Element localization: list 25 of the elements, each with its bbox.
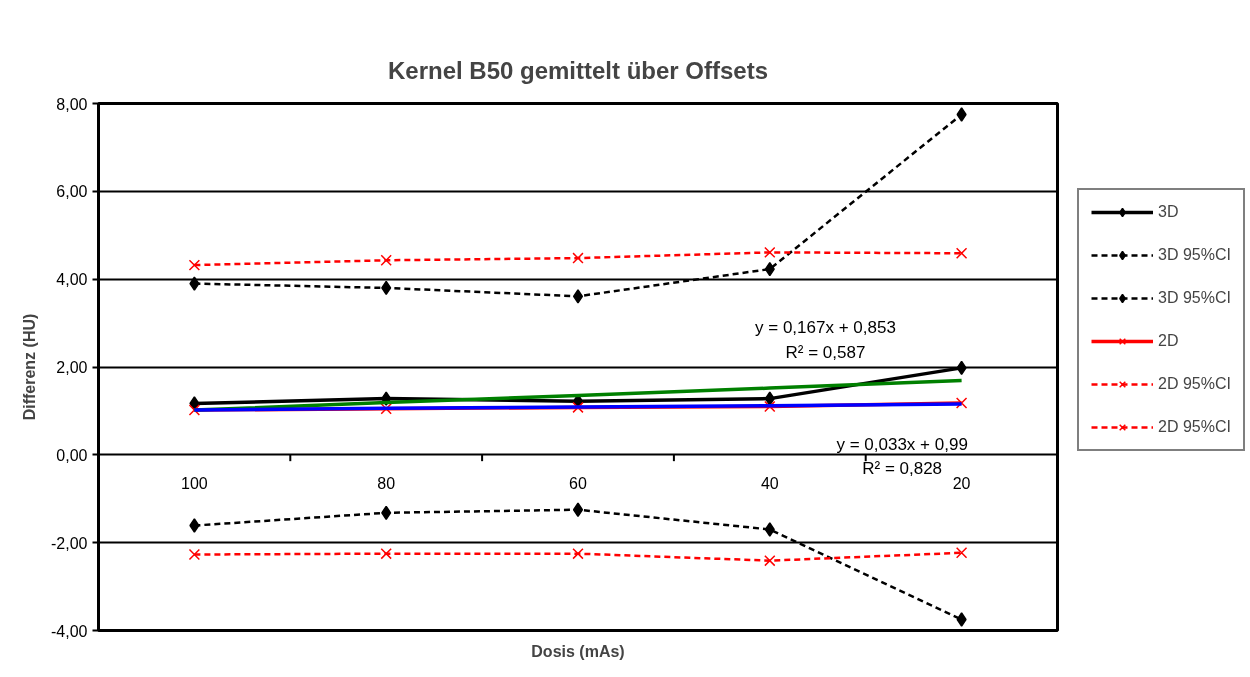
annotation: R² = 0,587 bbox=[785, 342, 866, 362]
chart-title: Kernel B50 gemittelt über Offsets bbox=[387, 56, 769, 84]
x-tick-label: 60 bbox=[569, 474, 587, 492]
legend-label: 3D 95%CI bbox=[1158, 288, 1231, 308]
legend-label: 2D 95%CI bbox=[1158, 374, 1231, 394]
x-tick-label: 40 bbox=[760, 474, 779, 492]
y-tick-label: 6,00 bbox=[56, 183, 88, 201]
y-tick-label: -2,00 bbox=[51, 534, 88, 552]
legend-label: 2D bbox=[1158, 331, 1179, 351]
y-axis-title: Differenz (HU) bbox=[21, 313, 39, 421]
annotation: y = 0,167x + 0,853 bbox=[755, 317, 896, 337]
x-tick-label: 20 bbox=[952, 474, 971, 492]
y-tick-label: -4,00 bbox=[51, 622, 88, 640]
y-tick-label: 2,00 bbox=[56, 359, 88, 376]
x-tick-label: 80 bbox=[377, 474, 396, 492]
y-tick-label: 4,00 bbox=[56, 271, 88, 289]
y-tick-label: 8,00 bbox=[56, 95, 88, 113]
x-axis-title: Dosis (mAs) bbox=[531, 642, 625, 660]
y-tick-label: 0,00 bbox=[56, 446, 88, 464]
legend-label: 3D bbox=[1158, 202, 1179, 222]
x-tick-label: 100 bbox=[181, 474, 208, 492]
legend-label: 3D 95%CI bbox=[1158, 245, 1231, 265]
legend-label: 2D 95%CI bbox=[1158, 417, 1231, 437]
annotation: R² = 0,828 bbox=[862, 459, 943, 479]
annotation: y = 0,033x + 0,99 bbox=[836, 434, 968, 454]
